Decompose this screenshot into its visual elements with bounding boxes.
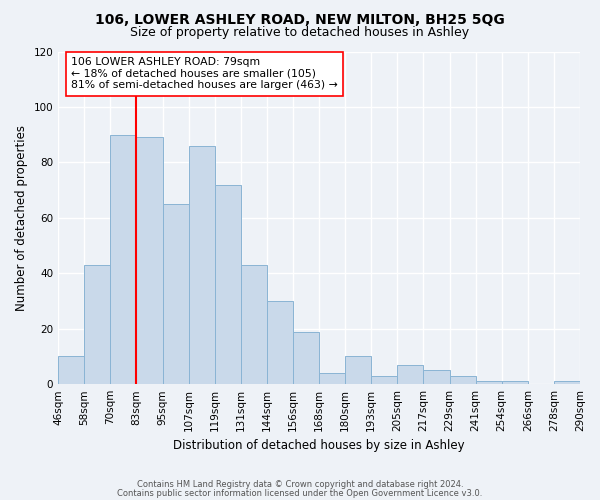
Bar	[345, 356, 371, 384]
Bar	[476, 382, 502, 384]
Bar	[267, 301, 293, 384]
X-axis label: Distribution of detached houses by size in Ashley: Distribution of detached houses by size …	[173, 440, 465, 452]
Text: Size of property relative to detached houses in Ashley: Size of property relative to detached ho…	[130, 26, 470, 39]
Text: 106, LOWER ASHLEY ROAD, NEW MILTON, BH25 5QG: 106, LOWER ASHLEY ROAD, NEW MILTON, BH25…	[95, 12, 505, 26]
Bar	[110, 134, 136, 384]
Bar	[319, 373, 345, 384]
Bar	[136, 138, 163, 384]
Bar	[502, 382, 528, 384]
Y-axis label: Number of detached properties: Number of detached properties	[15, 125, 28, 311]
Bar	[163, 204, 188, 384]
Bar	[293, 332, 319, 384]
Bar	[215, 184, 241, 384]
Bar	[241, 265, 267, 384]
Bar	[397, 365, 424, 384]
Text: Contains HM Land Registry data © Crown copyright and database right 2024.: Contains HM Land Registry data © Crown c…	[137, 480, 463, 489]
Bar	[449, 376, 476, 384]
Text: Contains public sector information licensed under the Open Government Licence v3: Contains public sector information licen…	[118, 488, 482, 498]
Bar	[554, 382, 580, 384]
Bar	[84, 265, 110, 384]
Text: 106 LOWER ASHLEY ROAD: 79sqm
← 18% of detached houses are smaller (105)
81% of s: 106 LOWER ASHLEY ROAD: 79sqm ← 18% of de…	[71, 57, 338, 90]
Bar	[58, 356, 84, 384]
Bar	[424, 370, 449, 384]
Bar	[371, 376, 397, 384]
Bar	[188, 146, 215, 384]
